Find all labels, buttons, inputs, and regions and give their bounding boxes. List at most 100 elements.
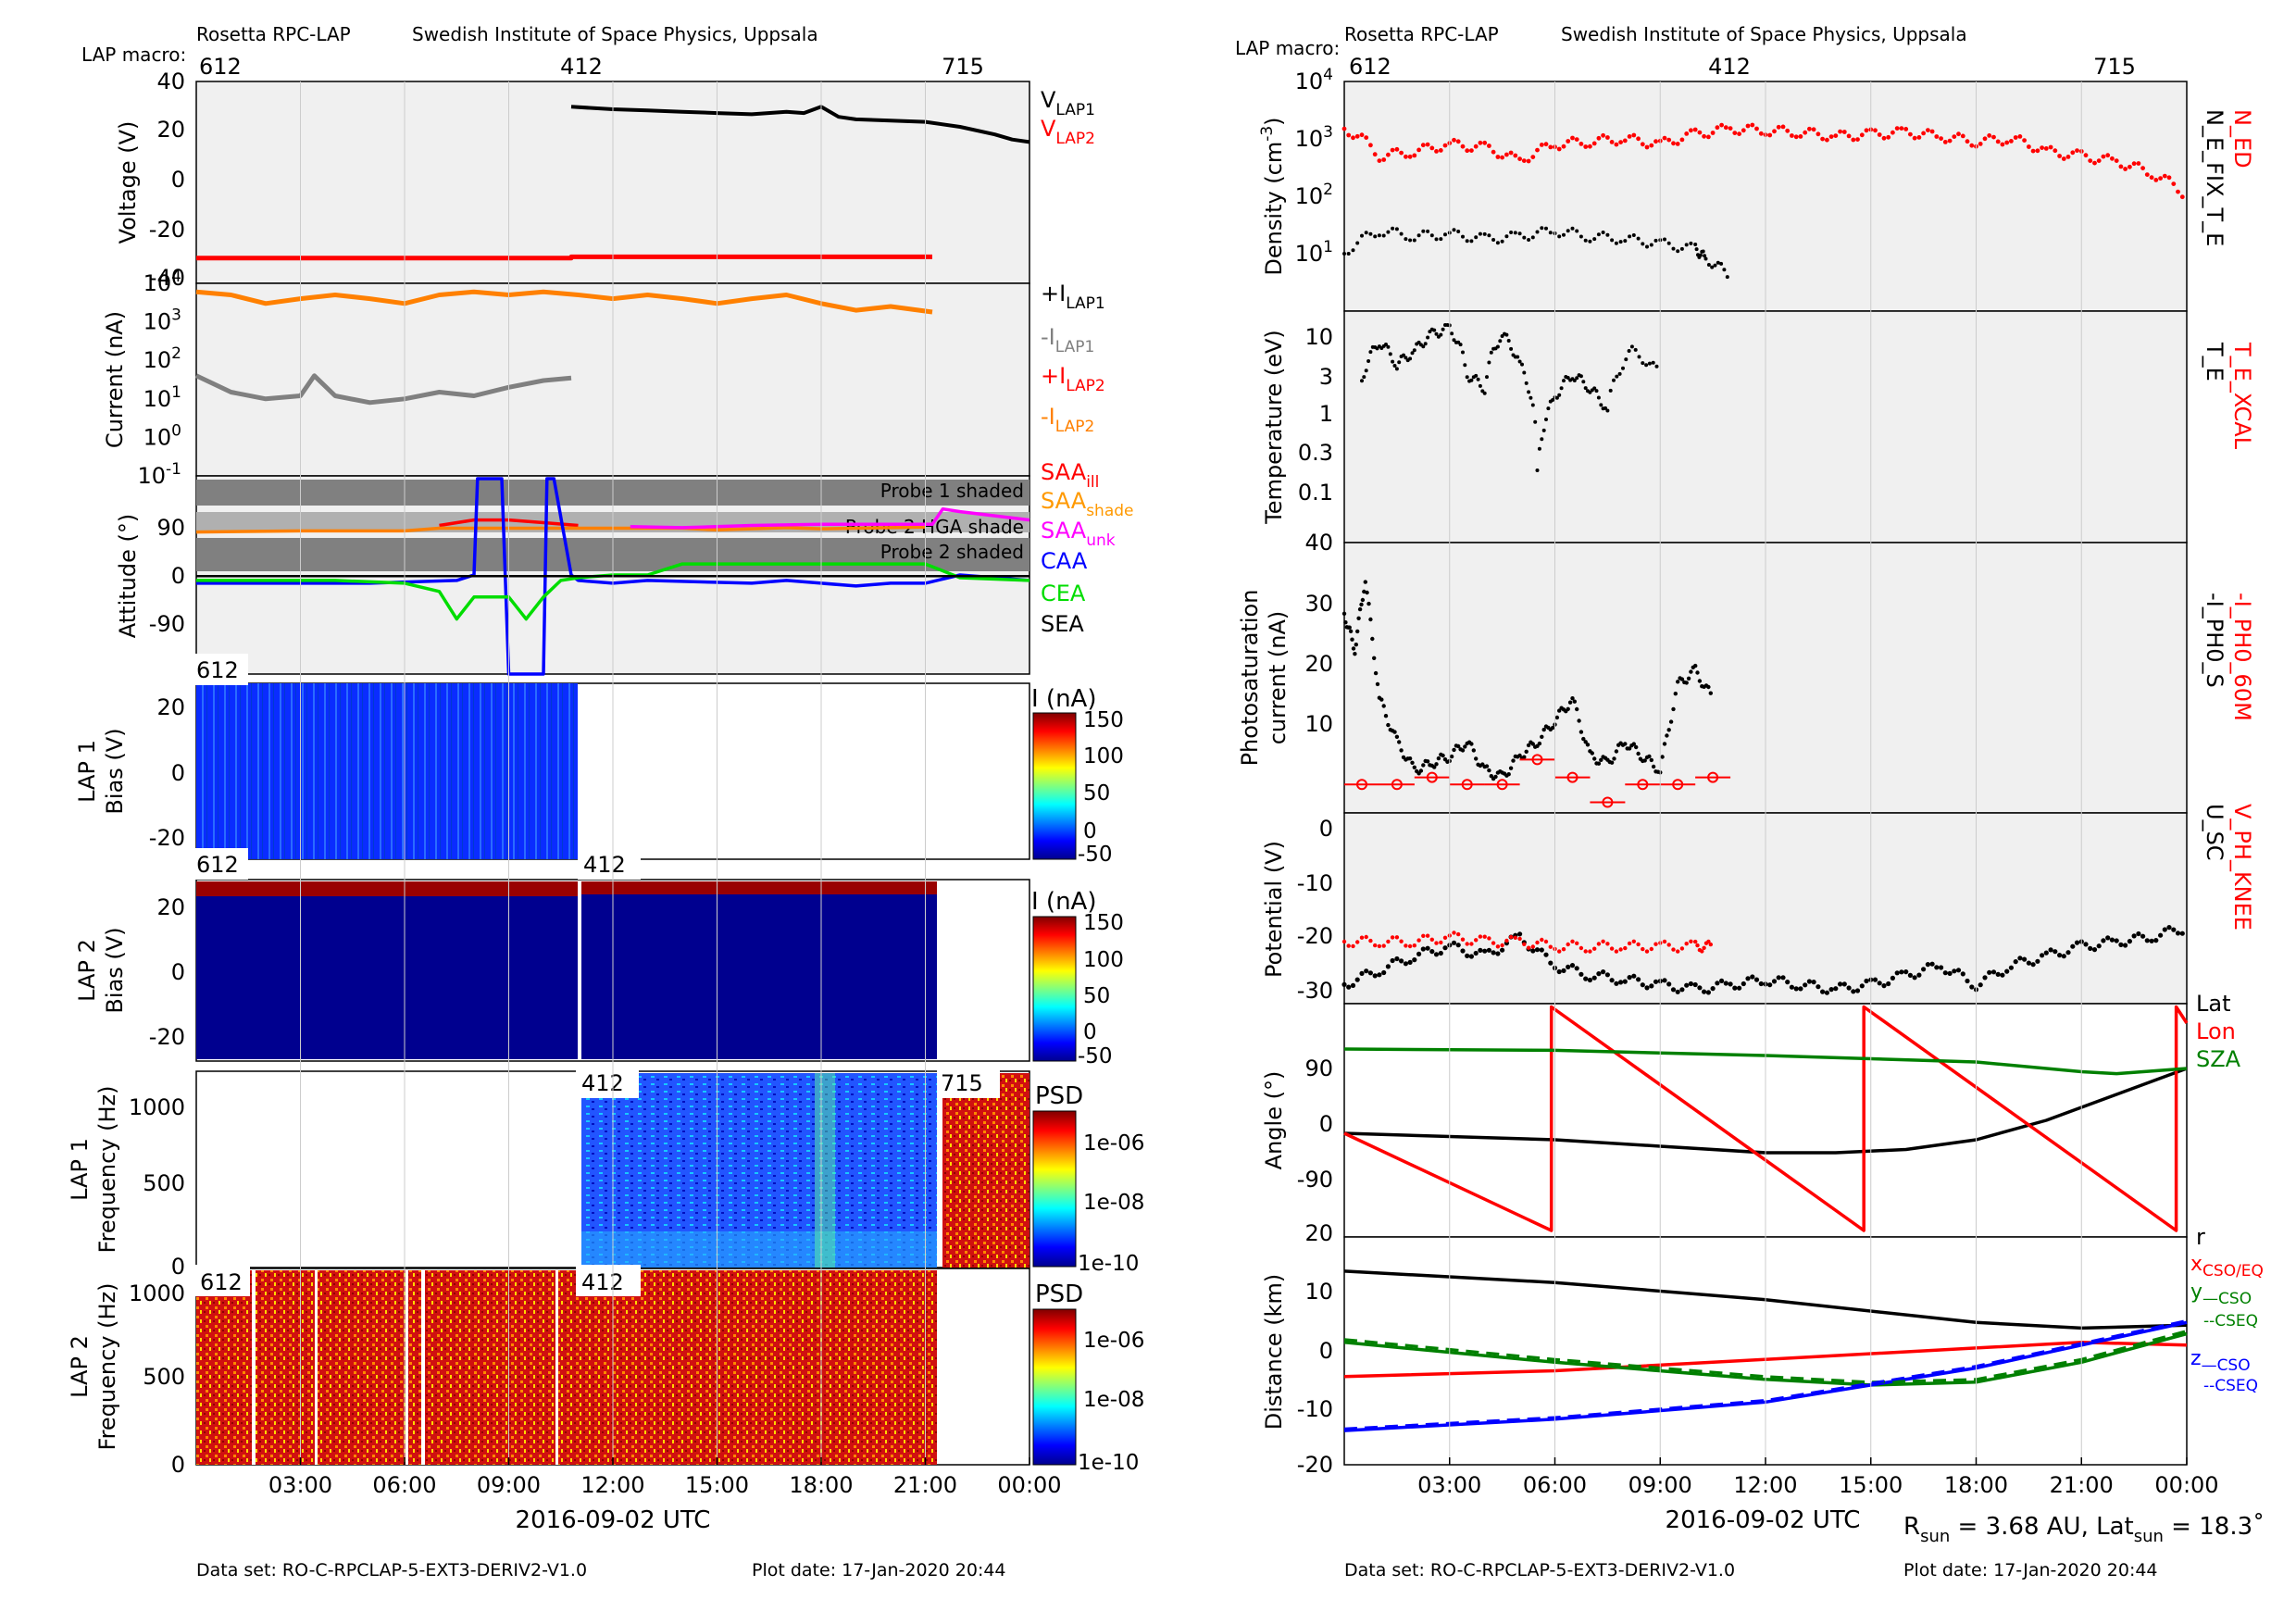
point-u-sc [1578,971,1584,977]
point-n-ed [1816,131,1821,137]
point-u-sc [1416,951,1422,956]
point-n-ed [2035,148,2040,154]
point-n-ed [1407,154,1413,159]
point-u-sc [1425,945,1430,951]
temperature-ytick: 10 [1304,324,1333,350]
point-t-e [1509,346,1514,351]
point-n-e-fix-t-e [1566,229,1570,233]
point-n-ed [1618,140,1623,145]
point-u-sc [1465,953,1470,958]
current-yticks: 104 103 102 101 100 10-1 [138,268,182,489]
point-n-ed [1825,137,1829,143]
point-n-ed [1429,145,1435,151]
point-n-ed [1851,137,1856,143]
point-u-sc [2043,950,2049,956]
legend-caa: CAA [1041,548,1088,574]
point-n-ed [1588,144,1592,149]
voltage-ytick: -20 [149,217,185,243]
point-t-e [1489,350,1493,355]
point-n-ed [2179,194,2185,200]
lap1-bias-ytick: 20 [156,694,185,720]
right-x-axis-label: 2016-09-02 UTC [1666,1506,1861,1534]
point-u-sc [1728,981,1733,987]
legend-lon: Lon [2196,1018,2236,1044]
point-n-ed [1745,123,1751,129]
point-n-e-fix-t-e [1421,229,1426,233]
point-t-e [1368,350,1373,355]
point-n-e-fix-t-e [1645,244,1649,249]
point-t-e [1557,393,1562,397]
point-u-sc [1354,977,1360,982]
point-n-e-fix-t-e [1346,252,1351,256]
point-n-ed [1508,150,1514,156]
legend-z: z—CSO [2190,1347,2251,1375]
point-t-e [1397,360,1402,365]
point-t-e [1388,352,1392,356]
point-v-ph-knee [1460,937,1466,942]
point-u-sc [1894,970,1900,976]
point-u-sc [1662,978,1667,983]
current-ytick: 10-1 [138,460,182,489]
point-t-e [1469,378,1474,382]
point--i-ph0-s [1487,768,1491,773]
point-n-ed [2053,148,2058,154]
point-u-sc [1952,968,1957,974]
point--i-ph0-s [1383,714,1389,718]
distance-ytick: 10 [1304,1279,1333,1305]
angle-ytick-cut: 20 [1304,1220,1333,1246]
point-n-ed [1956,131,1961,137]
point-u-sc [1486,947,1491,953]
legend-n-e-fix-t-e: N_E_FIX_T_E [2202,109,2227,246]
point-u-sc [1705,990,1711,995]
current-ytick: 100 [144,421,181,450]
point-n-e-fix-t-e [1504,234,1509,239]
point-n-ed [1942,140,1948,144]
point-n-e-fix-t-e [1500,239,1504,244]
point-n-ed [1636,136,1641,142]
point-n-ed [1381,157,1387,162]
point-n-ed [2057,154,2063,158]
point--i-ph0-s [1585,743,1591,747]
point--i-ph0-s [1530,742,1536,746]
x-tick-label: 03:00 [268,1472,332,1498]
point-n-ed [2153,178,2159,182]
point-n-ed [1535,147,1540,153]
point-u-sc [2017,956,2023,961]
point-n-e-fix-t-e [1434,237,1439,242]
right-dataset: Data set: RO-C-RPCLAP-5-EXT3-DERIV2-V1.0 [1344,1560,1735,1580]
point--i-ph0-s [1581,736,1586,742]
point--i-ph0-s [1452,747,1456,753]
lap2-bias-ylabel-2: Bias (V) [102,927,128,1013]
point--i-ph0-s [1386,722,1391,728]
x-tick-label: 12:00 [1733,1472,1797,1498]
point-n-e-fix-t-e [1465,239,1469,244]
point--i-ph0-s [1660,755,1665,759]
point-v-ph-knee [1504,938,1509,943]
point-u-sc [1758,981,1764,987]
point-n-e-fix-t-e [1517,231,1522,236]
point-v-ph-knee [1404,943,1408,948]
point-u-sc [1385,964,1391,969]
point--i-ph0-s [1684,681,1689,685]
macro-tag-612: 612 [196,852,239,878]
x-tick-label: 21:00 [893,1472,957,1498]
point-u-sc [1649,983,1654,989]
point-n-ed [1790,133,1794,138]
point-u-sc [1491,950,1496,956]
point-t-e [1404,356,1408,360]
point-n-e-fix-t-e [1377,233,1381,238]
point-t-e [1537,446,1541,451]
point-n-ed [1351,135,1355,141]
point-n-e-fix-t-e [1495,241,1500,245]
right-title: Rosetta RPC-LAP [1344,23,1499,45]
point--i-ph0-s [1708,691,1714,695]
point-n-ed [2000,142,2005,147]
point-v-ph-knee [1578,945,1584,951]
point-t-e [1615,374,1619,379]
attitude-panel: Probe 1 shaded Probe 2 HGA shade Probe 2… [115,459,1134,676]
point-n-e-fix-t-e [1583,238,1588,243]
point-n-e-fix-t-e [1631,233,1636,237]
point-n-e-fix-t-e [1368,231,1373,236]
point-u-sc [1978,982,1983,988]
point-u-sc [1982,975,1988,981]
